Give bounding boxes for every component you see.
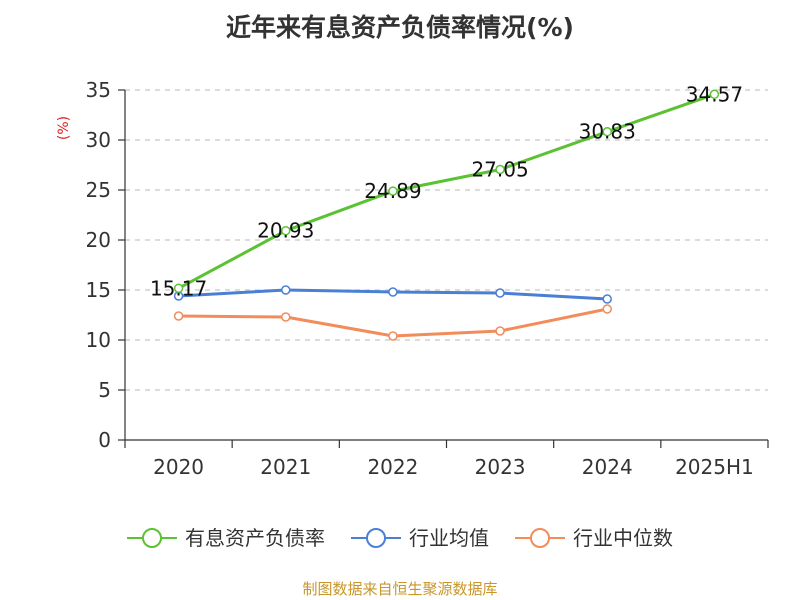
x-tick-label: 2024 bbox=[582, 455, 633, 479]
legend-label: 行业均值 bbox=[409, 526, 489, 550]
data-point bbox=[281, 312, 291, 322]
x-tick-label: 2021 bbox=[260, 455, 311, 479]
data-point bbox=[281, 285, 291, 295]
legend-label: 行业中位数 bbox=[573, 526, 673, 550]
data-point bbox=[173, 311, 184, 321]
data-point bbox=[388, 186, 398, 196]
x-tick-label: 2020 bbox=[153, 455, 204, 479]
y-tick-label: 0 bbox=[98, 428, 111, 452]
data-label: 15.17 bbox=[150, 276, 207, 300]
legend[interactable]: 有息资产负债率 行业均值 行业中位数 bbox=[127, 526, 673, 550]
legend-circle-icon bbox=[142, 528, 162, 548]
legend-circle-icon bbox=[366, 528, 386, 548]
y-tick-label: 20 bbox=[86, 228, 111, 252]
data-label: 24.89 bbox=[364, 179, 421, 203]
chart-title: 近年来有息资产负债率情况(%) bbox=[226, 13, 574, 42]
x-tick-label: 2025H1 bbox=[675, 455, 754, 479]
legend-item[interactable]: 有息资产负债率 bbox=[127, 526, 325, 550]
data-label: 27.05 bbox=[471, 158, 528, 182]
data-point bbox=[602, 126, 612, 137]
data-point bbox=[495, 288, 505, 298]
x-tick-label: 2023 bbox=[475, 455, 526, 479]
data-labels: 15.17 20.93 24.89 27.05 30.83 34.57 bbox=[150, 82, 743, 300]
data-point bbox=[388, 331, 398, 341]
data-point bbox=[495, 164, 505, 175]
y-axis-label: (%) bbox=[56, 116, 72, 140]
y-tick-label: 15 bbox=[86, 278, 111, 302]
axes: 0 5 10 15 20 25 30 35 2020 2021 2022 2023 2024 2025H1 bbox=[86, 78, 769, 479]
data-point bbox=[709, 89, 720, 100]
y-tick-label: 35 bbox=[86, 78, 111, 102]
data-point bbox=[173, 283, 184, 294]
legend-item[interactable]: 行业均值 bbox=[351, 526, 489, 550]
data-label: 34.57 bbox=[686, 82, 743, 106]
y-tick-label: 25 bbox=[86, 178, 111, 202]
source-note: 制图数据来自恒生聚源数据库 bbox=[302, 580, 498, 598]
series-line bbox=[177, 92, 715, 290]
x-tick-label: 2022 bbox=[367, 455, 418, 479]
data-point bbox=[281, 225, 291, 236]
data-point bbox=[602, 294, 612, 304]
legend-item[interactable]: 行业中位数 bbox=[515, 526, 673, 550]
y-tick-label: 10 bbox=[86, 328, 111, 352]
data-label: 30.83 bbox=[579, 120, 636, 144]
series-lines bbox=[173, 89, 720, 341]
data-point bbox=[388, 287, 398, 297]
y-tick-label: 5 bbox=[98, 378, 111, 402]
data-point bbox=[602, 304, 612, 314]
legend-circle-icon bbox=[530, 528, 550, 548]
y-tick-label: 30 bbox=[86, 128, 111, 152]
data-point bbox=[495, 326, 505, 336]
data-label: 20.93 bbox=[257, 219, 314, 243]
legend-label: 有息资产负债率 bbox=[185, 526, 325, 550]
grid-lines bbox=[125, 89, 768, 391]
